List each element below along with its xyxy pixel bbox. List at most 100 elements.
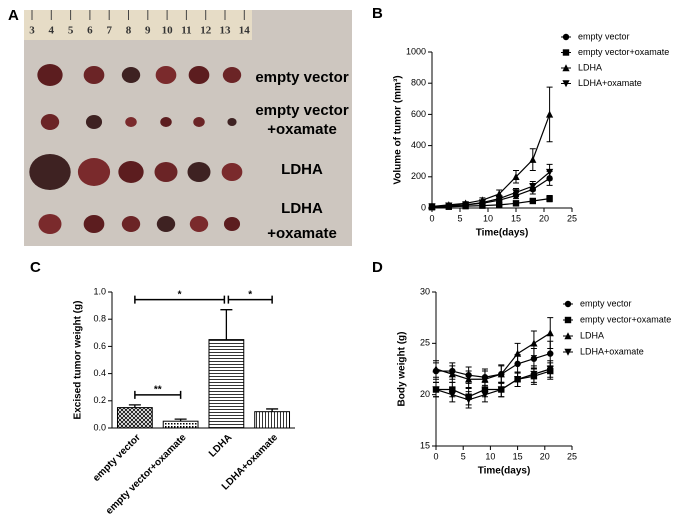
marker <box>428 203 436 211</box>
tumor <box>38 214 62 234</box>
series-line <box>435 368 551 401</box>
x-tick-label: empty vector <box>91 432 143 484</box>
sample-label: empty vector <box>255 69 349 86</box>
bar <box>116 407 153 429</box>
tumor <box>83 215 105 233</box>
tumor <box>83 66 105 84</box>
marker <box>564 316 572 324</box>
ruler-number: 4 <box>49 25 55 37</box>
x-tick-label: 20 <box>540 451 550 461</box>
y-tick-label: 1.0 <box>93 286 106 296</box>
ruler-number: 11 <box>181 25 191 37</box>
significance-bracket <box>227 295 273 304</box>
marker <box>448 370 456 378</box>
sample-label: +oxamate <box>267 225 337 242</box>
tumor <box>193 117 205 127</box>
marker <box>562 33 570 41</box>
tumor <box>189 216 209 232</box>
ruler-number: 9 <box>145 25 151 37</box>
panel-letter: B <box>372 5 383 22</box>
y-tick-label: 15 <box>420 440 430 450</box>
sample-label: LDHA <box>281 161 323 178</box>
panel-letter: D <box>372 259 383 276</box>
ruler-number: 14 <box>239 25 251 37</box>
marker <box>562 49 570 56</box>
tumor <box>223 217 241 231</box>
x-tick-label: 10 <box>483 213 493 223</box>
x-tick-label: empty vector+oxamate <box>104 432 189 517</box>
y-tick-label: 600 <box>411 109 426 119</box>
marker <box>529 155 537 163</box>
marker <box>546 110 554 118</box>
tumor <box>29 154 71 190</box>
y-tick-label: 0.6 <box>93 341 106 351</box>
marker <box>564 332 572 340</box>
ruler <box>24 10 252 40</box>
sample-label: LDHA <box>281 200 323 217</box>
marker <box>530 339 538 347</box>
tumor <box>222 67 242 83</box>
legend-label: empty vector+oxamate <box>580 314 671 324</box>
significance-label: * <box>248 289 252 300</box>
x-tick-label: 0 <box>429 213 434 223</box>
y-tick-label: 0.8 <box>93 314 106 324</box>
marker <box>445 202 453 210</box>
marker <box>462 201 470 209</box>
y-axis-label: Volume of tumor (mm³) <box>393 75 404 184</box>
marker <box>465 375 473 383</box>
y-tick-label: 20 <box>420 389 430 399</box>
marker <box>562 64 570 72</box>
tumor <box>156 216 176 232</box>
panel-letter: C <box>30 259 41 276</box>
y-tick-label: 1000 <box>406 46 426 56</box>
legend-label: LDHA+oxamate <box>580 346 644 356</box>
tumor <box>188 66 210 84</box>
legend-label: LDHA <box>580 330 604 340</box>
marker <box>546 168 554 176</box>
x-tick-label: 15 <box>513 451 523 461</box>
bar <box>208 339 245 429</box>
y-tick-label: 0.2 <box>93 395 106 405</box>
tumor <box>154 162 178 182</box>
significance-label: * <box>178 289 182 300</box>
x-tick-label: 25 <box>567 451 577 461</box>
photo <box>24 10 352 246</box>
marker <box>530 355 538 362</box>
marker <box>514 349 522 357</box>
legend-label: empty vector <box>578 31 630 41</box>
marker <box>432 365 440 373</box>
x-axis-label: Time(days) <box>476 228 529 239</box>
ruler-number: 5 <box>68 25 74 37</box>
marker <box>481 375 489 383</box>
tumor <box>160 117 172 127</box>
sample-label: +oxamate <box>267 121 337 138</box>
y-tick-label: 400 <box>411 140 426 150</box>
tumor <box>187 162 211 182</box>
y-tick-label: 30 <box>420 286 430 296</box>
legend-label: empty vector <box>580 298 632 308</box>
marker <box>564 300 572 308</box>
tumor <box>221 163 243 181</box>
marker <box>562 80 570 88</box>
marker <box>497 386 505 394</box>
tumor <box>121 216 141 232</box>
marker <box>465 396 473 404</box>
x-tick-label: 10 <box>485 451 495 461</box>
tumor <box>118 161 144 183</box>
y-axis-label: Excised tumor weight (g) <box>73 301 84 420</box>
marker <box>512 189 520 197</box>
tumor <box>155 66 177 84</box>
marker <box>496 201 503 209</box>
marker <box>547 350 554 357</box>
legend-label: LDHA <box>578 62 602 72</box>
y-tick-label: 25 <box>420 338 430 348</box>
bar <box>254 411 291 429</box>
marker <box>512 173 520 180</box>
marker <box>478 199 486 207</box>
marker <box>564 348 572 356</box>
marker <box>481 391 489 399</box>
marker <box>546 329 554 337</box>
x-axis-label: Time(days) <box>478 466 531 477</box>
marker <box>530 370 538 378</box>
